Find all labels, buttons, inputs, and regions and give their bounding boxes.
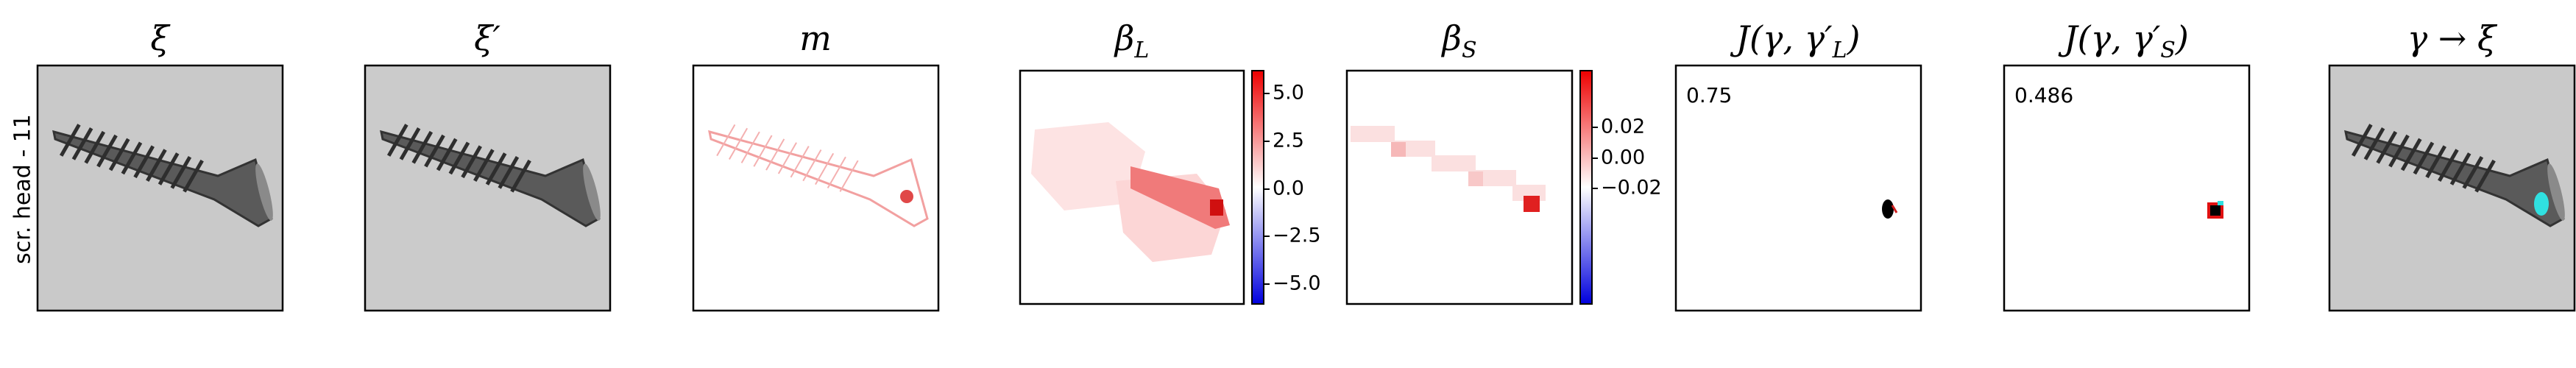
colorbar-tick-label: 2.5: [1273, 130, 1304, 152]
title-main: β: [1440, 18, 1462, 58]
colorbar-tick-label: 0.0: [1273, 177, 1304, 200]
title-sub: L: [1133, 38, 1149, 63]
blob-edge: [1891, 205, 1898, 213]
frame: [1674, 64, 1922, 312]
title-main: β: [1114, 18, 1135, 58]
colorbar-tick-label: 0.00: [1601, 146, 1645, 169]
title-sub: L: [1832, 38, 1847, 63]
panel-input: [36, 64, 284, 312]
image-bg: [1676, 66, 1921, 311]
frame: [2003, 64, 2251, 312]
title-sub: S: [1462, 38, 1477, 63]
title-sub: S: [2160, 38, 2176, 63]
colorbar-tick-label: 5.0: [1273, 82, 1304, 105]
colorbar-tick-label: −0.02: [1601, 177, 1662, 199]
title-main: ξ′: [474, 18, 500, 58]
panel-title: βL: [1114, 18, 1150, 63]
colorbar-tick-label: 0.02: [1601, 116, 1645, 138]
side-label: scr. head - 11: [10, 114, 36, 264]
image-bg: [693, 66, 938, 311]
patch: [1130, 166, 1230, 229]
colorbar: [1579, 70, 1593, 305]
square-core: [2210, 205, 2221, 216]
panel-mask: [692, 64, 940, 312]
frame: [1345, 69, 1574, 305]
panel-beta-l: 5.0 2.5 0.0 −2.5 −5.0: [1019, 69, 1321, 305]
title-main: γ → ξ: [2407, 18, 2498, 58]
overlay-spot: [2534, 192, 2549, 216]
colorbar-tick-label: −2.5: [1273, 224, 1321, 247]
panel-title: J(γ, γ′L): [1730, 18, 1861, 63]
colorbar-tick-label: −5.0: [1273, 272, 1321, 295]
block: [1468, 171, 1483, 186]
score: 0.75: [1686, 83, 1732, 107]
title-main: ξ: [150, 18, 171, 58]
title-end: ): [1847, 18, 1861, 58]
image-bg: [2004, 66, 2249, 311]
panel-title: ξ′: [474, 18, 500, 58]
title-main: J(γ, γ′: [1730, 18, 1833, 58]
panel-reconstruction: [364, 64, 612, 312]
panel-beta-s: 0.02 0.00 −0.02: [1345, 69, 1662, 305]
panel-title: J(γ, γ′S): [2058, 18, 2189, 63]
frame: [36, 64, 284, 312]
hot-spot: [1210, 199, 1223, 216]
frame: [692, 64, 940, 312]
panel-jaccard-s: 0.486: [2003, 64, 2251, 312]
panel-jaccard-l: 0.75: [1674, 64, 1922, 312]
title-end: ): [2175, 18, 2189, 58]
square-edge: [2218, 201, 2223, 205]
panel-title: γ → ξ: [2407, 18, 2498, 58]
hot-spot: [1524, 196, 1540, 212]
score: 0.486: [2014, 83, 2073, 107]
frame: [1019, 69, 1245, 305]
block: [1391, 142, 1406, 157]
panel-title: βS: [1440, 18, 1476, 63]
blob: [1882, 199, 1894, 219]
panel-title: ξ: [150, 18, 171, 58]
title-main: J(γ, γ′: [2058, 18, 2161, 58]
frame: [364, 64, 612, 312]
title-main: m: [799, 18, 832, 58]
patch: [1031, 122, 1145, 210]
frame: [2328, 64, 2576, 312]
panel-overlay: [2328, 64, 2576, 312]
panel-title: m: [799, 18, 832, 58]
colorbar: [1251, 70, 1264, 305]
mask-spot: [900, 190, 913, 203]
